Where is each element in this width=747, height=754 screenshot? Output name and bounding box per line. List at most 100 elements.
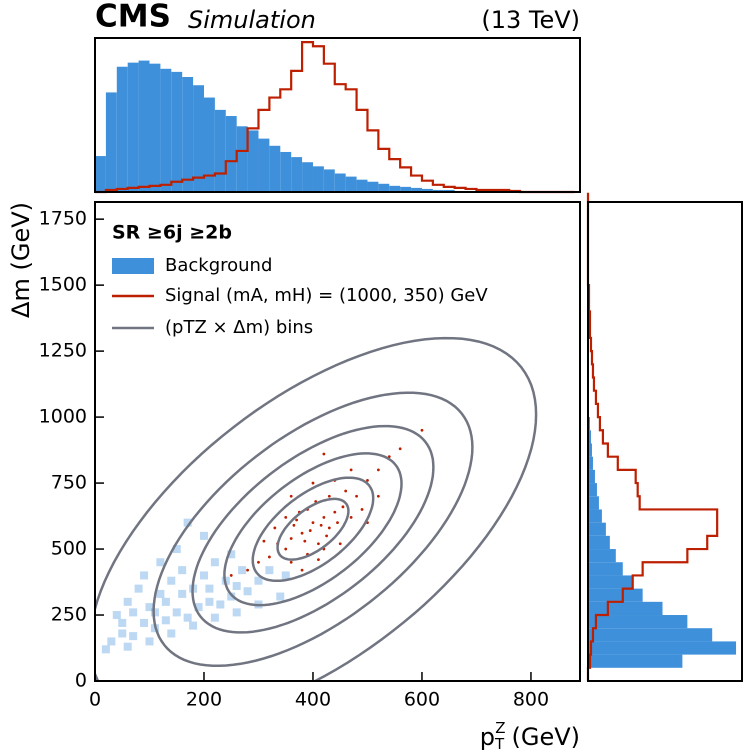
background-bar — [171, 71, 183, 192]
background-point — [205, 584, 214, 593]
signal-point — [322, 515, 326, 519]
background-point — [150, 608, 159, 617]
signal-point — [317, 542, 320, 546]
background-bar — [588, 430, 591, 444]
signal-point — [325, 534, 329, 538]
y-tick-label: 0 — [75, 670, 87, 692]
background-bar — [588, 588, 643, 602]
background-point — [101, 645, 110, 654]
experiment-label: CMS — [95, 0, 171, 35]
background-point — [172, 545, 181, 554]
signal-point — [398, 447, 402, 451]
signal-point — [376, 468, 380, 472]
contour — [276, 497, 350, 561]
y-tick-label: 750 — [51, 472, 87, 494]
signal-point — [327, 526, 331, 530]
signal-point — [308, 529, 312, 532]
signal-point — [229, 574, 233, 577]
legend-label: Background — [165, 255, 272, 276]
background-bar — [588, 654, 683, 668]
background-bar — [116, 66, 128, 192]
signal-point — [300, 531, 304, 535]
signal-point — [303, 539, 307, 543]
background-bar — [588, 601, 663, 616]
background-bar — [269, 145, 281, 192]
legend-label: Signal (mA, mH) = (1000, 350) GeV — [165, 285, 488, 306]
signal-point — [289, 494, 293, 498]
y-tick-label: 1500 — [39, 274, 87, 296]
background-point — [232, 581, 241, 590]
background-point — [227, 550, 236, 559]
x-axis-label: pTZ (GeV) — [480, 719, 580, 753]
background-point — [227, 592, 236, 601]
background-bar — [323, 169, 335, 192]
background-bar — [588, 509, 602, 523]
background-bar — [411, 187, 422, 192]
background-bar — [588, 615, 688, 629]
signal-point — [300, 568, 304, 572]
signal-point — [344, 489, 348, 493]
signal-point — [341, 505, 345, 509]
signal-point — [311, 481, 315, 485]
background-point — [161, 616, 170, 625]
background-bar — [367, 181, 379, 192]
background-bar — [138, 60, 150, 192]
background-point — [265, 566, 274, 575]
background-point — [123, 642, 132, 651]
background-bar — [588, 469, 595, 484]
signal-point — [327, 494, 331, 498]
signal-point — [322, 452, 326, 456]
background-point — [172, 608, 181, 617]
y-tick-label: 500 — [51, 538, 87, 560]
signal-point — [319, 523, 323, 527]
signal-point — [267, 555, 271, 559]
background-bar — [443, 189, 455, 192]
background-bar — [160, 68, 172, 192]
y-tick-label: 1250 — [39, 340, 87, 362]
signal-point — [349, 468, 353, 472]
signal-point — [376, 494, 380, 498]
background-bar — [258, 138, 270, 192]
background-bar — [291, 157, 303, 192]
contour — [191, 424, 435, 634]
background-point — [156, 589, 165, 598]
x-tick-label: 400 — [295, 689, 331, 711]
signal-point — [333, 510, 337, 514]
background-point — [232, 608, 241, 617]
x-tick-label: 600 — [404, 689, 440, 711]
right-frame — [587, 201, 743, 682]
background-point — [123, 597, 132, 606]
background-bar — [588, 483, 597, 497]
signal-point — [366, 479, 369, 482]
signal-point — [336, 521, 339, 525]
background-point — [129, 608, 138, 617]
background-point — [254, 576, 263, 585]
background-point — [107, 637, 116, 646]
background-bar — [588, 549, 616, 563]
background-bar — [105, 92, 117, 192]
signal-point — [295, 518, 299, 522]
background-bar — [247, 130, 259, 192]
background-bar — [588, 456, 593, 470]
signal-point — [246, 568, 249, 572]
background-bar — [302, 162, 313, 192]
signal-point — [273, 526, 277, 530]
signal-step — [95, 41, 575, 194]
background-point — [238, 566, 247, 575]
background-bar — [225, 116, 237, 192]
background-point — [194, 603, 203, 612]
background-bar — [432, 189, 444, 192]
background-bar — [378, 183, 390, 192]
signal-point — [355, 494, 358, 498]
background-point — [216, 600, 225, 609]
background-point — [145, 603, 154, 612]
contour — [223, 452, 403, 607]
signal-point — [262, 539, 266, 543]
background-point — [118, 629, 127, 638]
signal-point — [420, 428, 424, 432]
background-bar — [95, 156, 106, 192]
signal-point — [284, 547, 288, 551]
signal-point — [317, 558, 320, 562]
background-bar — [356, 179, 368, 192]
